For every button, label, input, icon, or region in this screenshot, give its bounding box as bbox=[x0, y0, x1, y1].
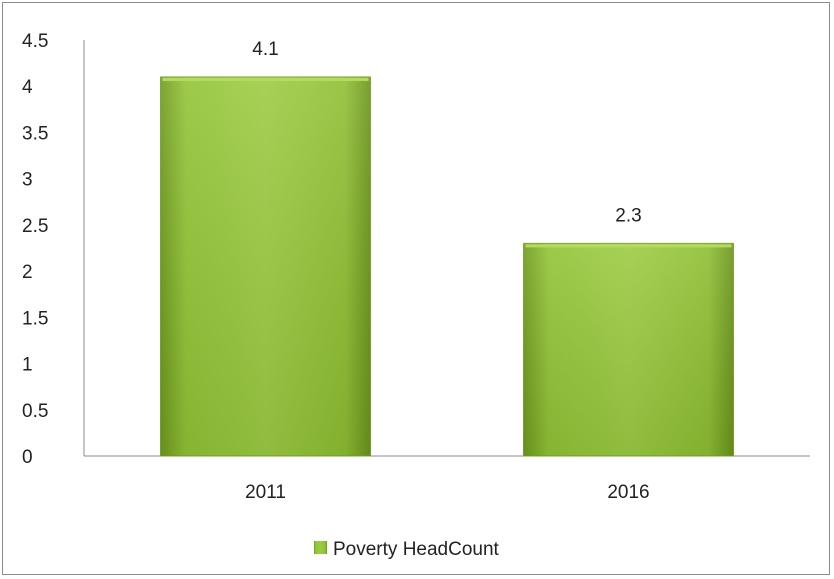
x-tick-label: 2011 bbox=[245, 482, 286, 503]
data-label: 4.1 bbox=[252, 39, 278, 60]
y-tick-label: 0 bbox=[22, 447, 33, 468]
x-tick-labels: 2011 2016 bbox=[245, 482, 650, 503]
y-tick-label: 4 bbox=[22, 77, 33, 98]
bars bbox=[160, 76, 734, 457]
y-tick-labels: 0 0.5 1 1.5 2 2.5 3 3.5 4 4.5 bbox=[22, 31, 48, 468]
legend: Poverty HeadCount bbox=[314, 539, 500, 560]
data-labels: 4.1 2.3 bbox=[252, 39, 641, 226]
y-tick-label: 4.5 bbox=[22, 31, 48, 52]
legend-label: Poverty HeadCount bbox=[333, 539, 500, 560]
y-tick-label: 1.5 bbox=[22, 308, 48, 329]
y-tick-label: 0.5 bbox=[22, 401, 48, 422]
bar-shade bbox=[523, 243, 734, 456]
x-tick-label: 2016 bbox=[607, 482, 649, 503]
data-label: 2.3 bbox=[615, 205, 641, 226]
y-tick-label: 1 bbox=[22, 355, 33, 376]
y-tick-label: 3 bbox=[22, 170, 33, 191]
y-tick-label: 2 bbox=[22, 262, 33, 283]
bar bbox=[523, 242, 734, 457]
y-tick-label: 3.5 bbox=[22, 123, 48, 144]
bar-top-bevel bbox=[162, 77, 369, 81]
bar-top-bevel bbox=[525, 244, 732, 248]
legend-swatch bbox=[314, 541, 327, 554]
bar-shade bbox=[160, 76, 371, 456]
y-tick-label: 2.5 bbox=[22, 216, 48, 237]
bar bbox=[160, 76, 371, 457]
